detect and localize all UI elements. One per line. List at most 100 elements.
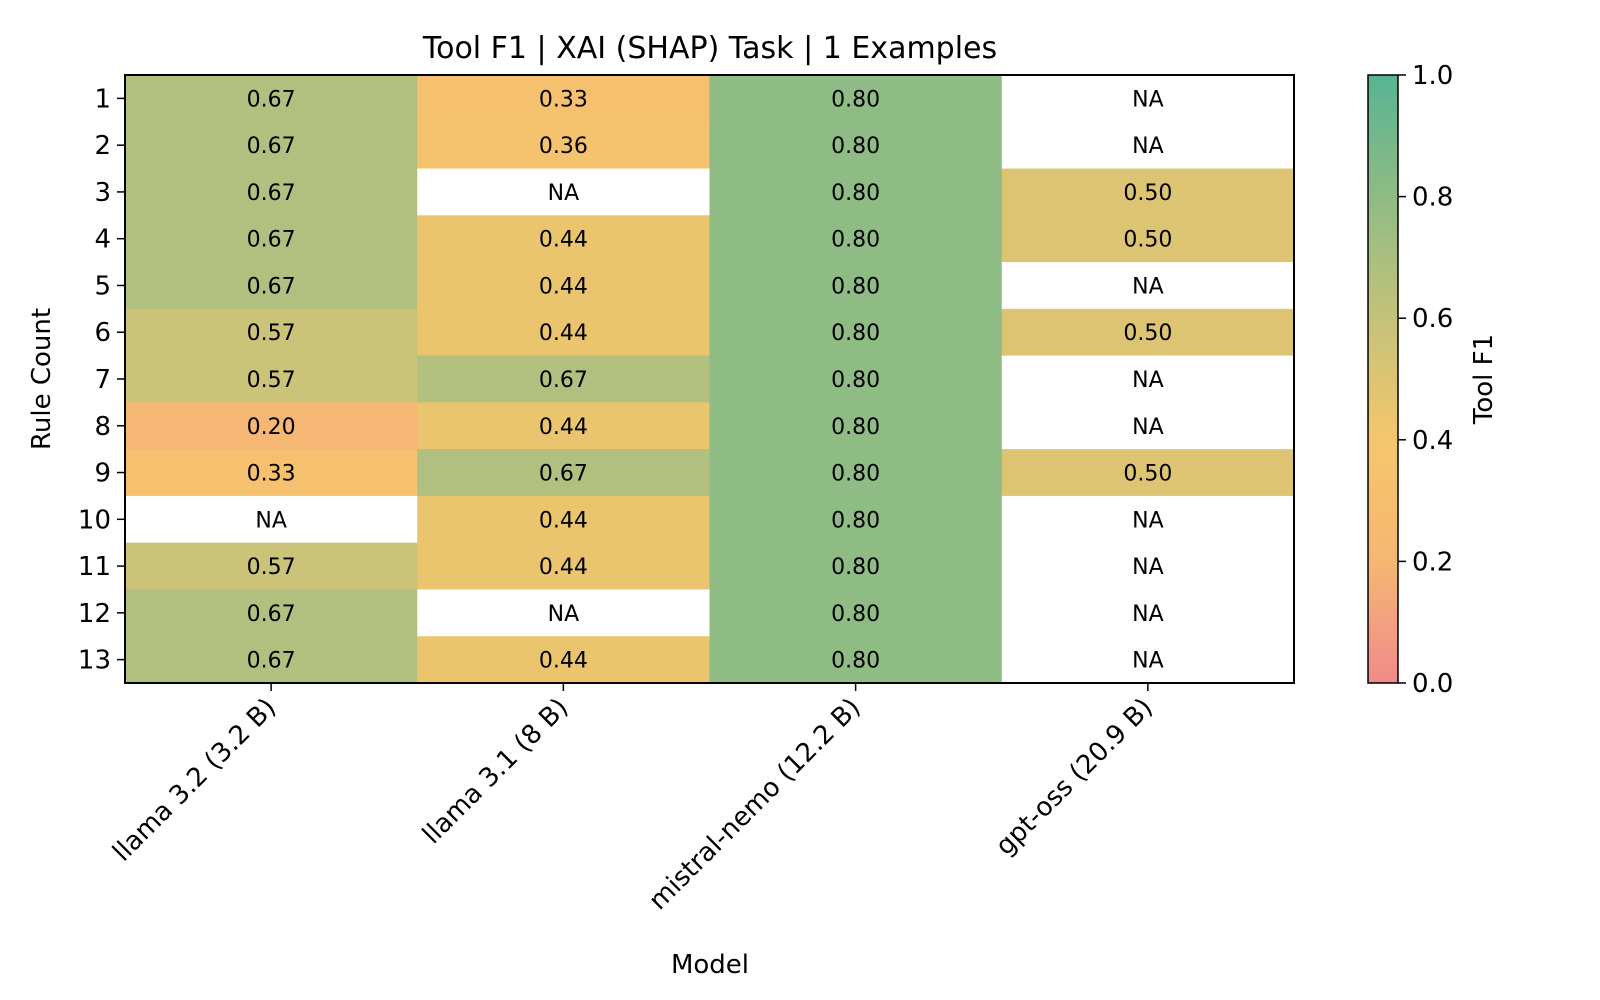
heatmap-cell-labels: 0.67 0.33 0.80 NA 0.67 0.36 0.80 NA 0.67 NA 0.80 0.… (247, 87, 1173, 673)
cell-value-label: 0.80 (831, 555, 880, 580)
heatmap-cell (1001, 495, 1295, 544)
cell-value-label: NA (548, 602, 580, 627)
x-tick-label: llama 3.1 (8 B) (417, 693, 574, 850)
x-tick-label: gpt-oss (20.9 B) (990, 693, 1159, 862)
heatmap-cell (125, 449, 418, 497)
heatmap-cell (125, 215, 418, 263)
cell-value-label: 0.80 (831, 321, 880, 346)
heatmap-cell (125, 262, 418, 310)
colorbar-tick-label: 0.6 (1412, 304, 1453, 334)
cell-value-label: 0.20 (247, 415, 296, 440)
heatmap-cell (417, 308, 710, 357)
heatmap-cell (417, 636, 710, 684)
cell-value-label: 0.33 (247, 462, 296, 487)
heatmap-cell (1001, 449, 1295, 497)
heatmap-cell (125, 495, 418, 544)
cell-value-label: NA (1132, 415, 1164, 440)
y-tick-label: 2 (94, 131, 111, 161)
heatmap-cell (125, 355, 418, 403)
cell-value-label: NA (1132, 368, 1164, 393)
cell-value-label: NA (255, 508, 287, 533)
heatmap-cell (1001, 636, 1295, 684)
heatmap-cell (709, 75, 1003, 123)
heatmap-cell (125, 121, 418, 170)
heatmap-cell (125, 402, 418, 450)
cell-value-label: NA (1132, 649, 1164, 674)
heatmap-cell (1001, 262, 1295, 310)
cell-value-label: 0.80 (831, 508, 880, 533)
y-tick-label: 3 (94, 178, 111, 208)
cell-value-label: NA (1132, 87, 1164, 112)
colorbar-tick-label: 0.8 (1412, 183, 1453, 213)
heatmap-cell (1001, 542, 1295, 590)
cell-value-label: 0.80 (831, 462, 880, 487)
cell-value-label: 0.44 (539, 555, 588, 580)
heatmap-cell (417, 402, 710, 450)
cell-value-label: 0.67 (247, 87, 296, 112)
colorbar (1367, 74, 1399, 684)
chart-title: Tool F1 | XAI (SHAP) Task | 1 Examples (422, 31, 997, 66)
colorbar-tick-label: 0.2 (1412, 547, 1453, 577)
cell-value-label: NA (1132, 555, 1164, 580)
heatmap-cell (709, 636, 1003, 684)
y-tick-label: 13 (78, 646, 111, 676)
cell-value-label: 0.80 (831, 274, 880, 299)
heatmap-cell (709, 589, 1003, 637)
cell-value-label: 0.67 (539, 368, 588, 393)
x-axis-label: Model (671, 950, 749, 980)
heatmap-cell (417, 75, 710, 123)
cell-value-label: 0.80 (831, 134, 880, 159)
cell-value-label: 0.50 (1123, 181, 1172, 206)
heatmap-cell (417, 542, 710, 590)
colorbar-tick-label: 0.0 (1412, 669, 1453, 699)
heatmap-cell (709, 355, 1003, 403)
heatmap-cell (417, 449, 710, 497)
cell-value-label: 0.67 (247, 602, 296, 627)
cell-value-label: 0.44 (539, 508, 588, 533)
y-axis-label: Rule Count (27, 308, 57, 450)
x-tick-label: mistral-nemo (12.2 B) (643, 693, 866, 916)
heatmap-cell (1001, 355, 1295, 403)
heatmap-cell (417, 168, 710, 216)
heatmap-cell (125, 75, 418, 123)
cell-value-label: 0.67 (247, 134, 296, 159)
colorbar-tick-label: 0.4 (1412, 426, 1453, 456)
cell-value-label: 0.67 (247, 228, 296, 253)
cell-value-label: NA (1132, 602, 1164, 627)
heatmap-cell (1001, 121, 1295, 170)
heatmap-cell (1001, 589, 1295, 637)
cell-value-label: 0.57 (247, 555, 296, 580)
cell-value-label: 0.67 (539, 462, 588, 487)
heatmap-cell (1001, 75, 1295, 123)
heatmap-cell (709, 402, 1003, 450)
cell-value-label: 0.67 (247, 274, 296, 299)
heatmap-cell (1001, 308, 1295, 357)
x-axis-ticks: llama 3.2 (3.2 B) llama 3.1 (8 B) mistral-… (107, 683, 1159, 916)
cell-value-label: 0.80 (831, 649, 880, 674)
colorbar-tick-label: 1.0 (1412, 61, 1453, 91)
heatmap-cell (709, 542, 1003, 590)
y-tick-label: 5 (94, 271, 111, 301)
heatmap-cell (417, 589, 710, 637)
cell-value-label: NA (548, 181, 580, 206)
cell-value-label: NA (1132, 508, 1164, 533)
cell-value-label: 0.80 (831, 415, 880, 440)
heatmap-cells (125, 75, 1295, 684)
heatmap-cell (1001, 168, 1295, 216)
cell-value-label: NA (1132, 274, 1164, 299)
colorbar-label: Tool F1 (1469, 334, 1499, 425)
heatmap-cell (125, 589, 418, 637)
cell-value-label: 0.44 (539, 228, 588, 253)
heatmap-cell (417, 262, 710, 310)
heatmap-cell (125, 542, 418, 590)
cell-value-label: 0.80 (831, 602, 880, 627)
cell-value-label: 0.80 (831, 181, 880, 206)
cell-value-label: 0.44 (539, 274, 588, 299)
cell-value-label: 0.80 (831, 87, 880, 112)
x-tick-label: llama 3.2 (3.2 B) (107, 693, 282, 868)
cell-value-label: 0.50 (1123, 228, 1172, 253)
heatmap-cell (125, 168, 418, 216)
y-tick-label: 7 (94, 365, 111, 395)
cell-value-label: 0.50 (1123, 462, 1172, 487)
